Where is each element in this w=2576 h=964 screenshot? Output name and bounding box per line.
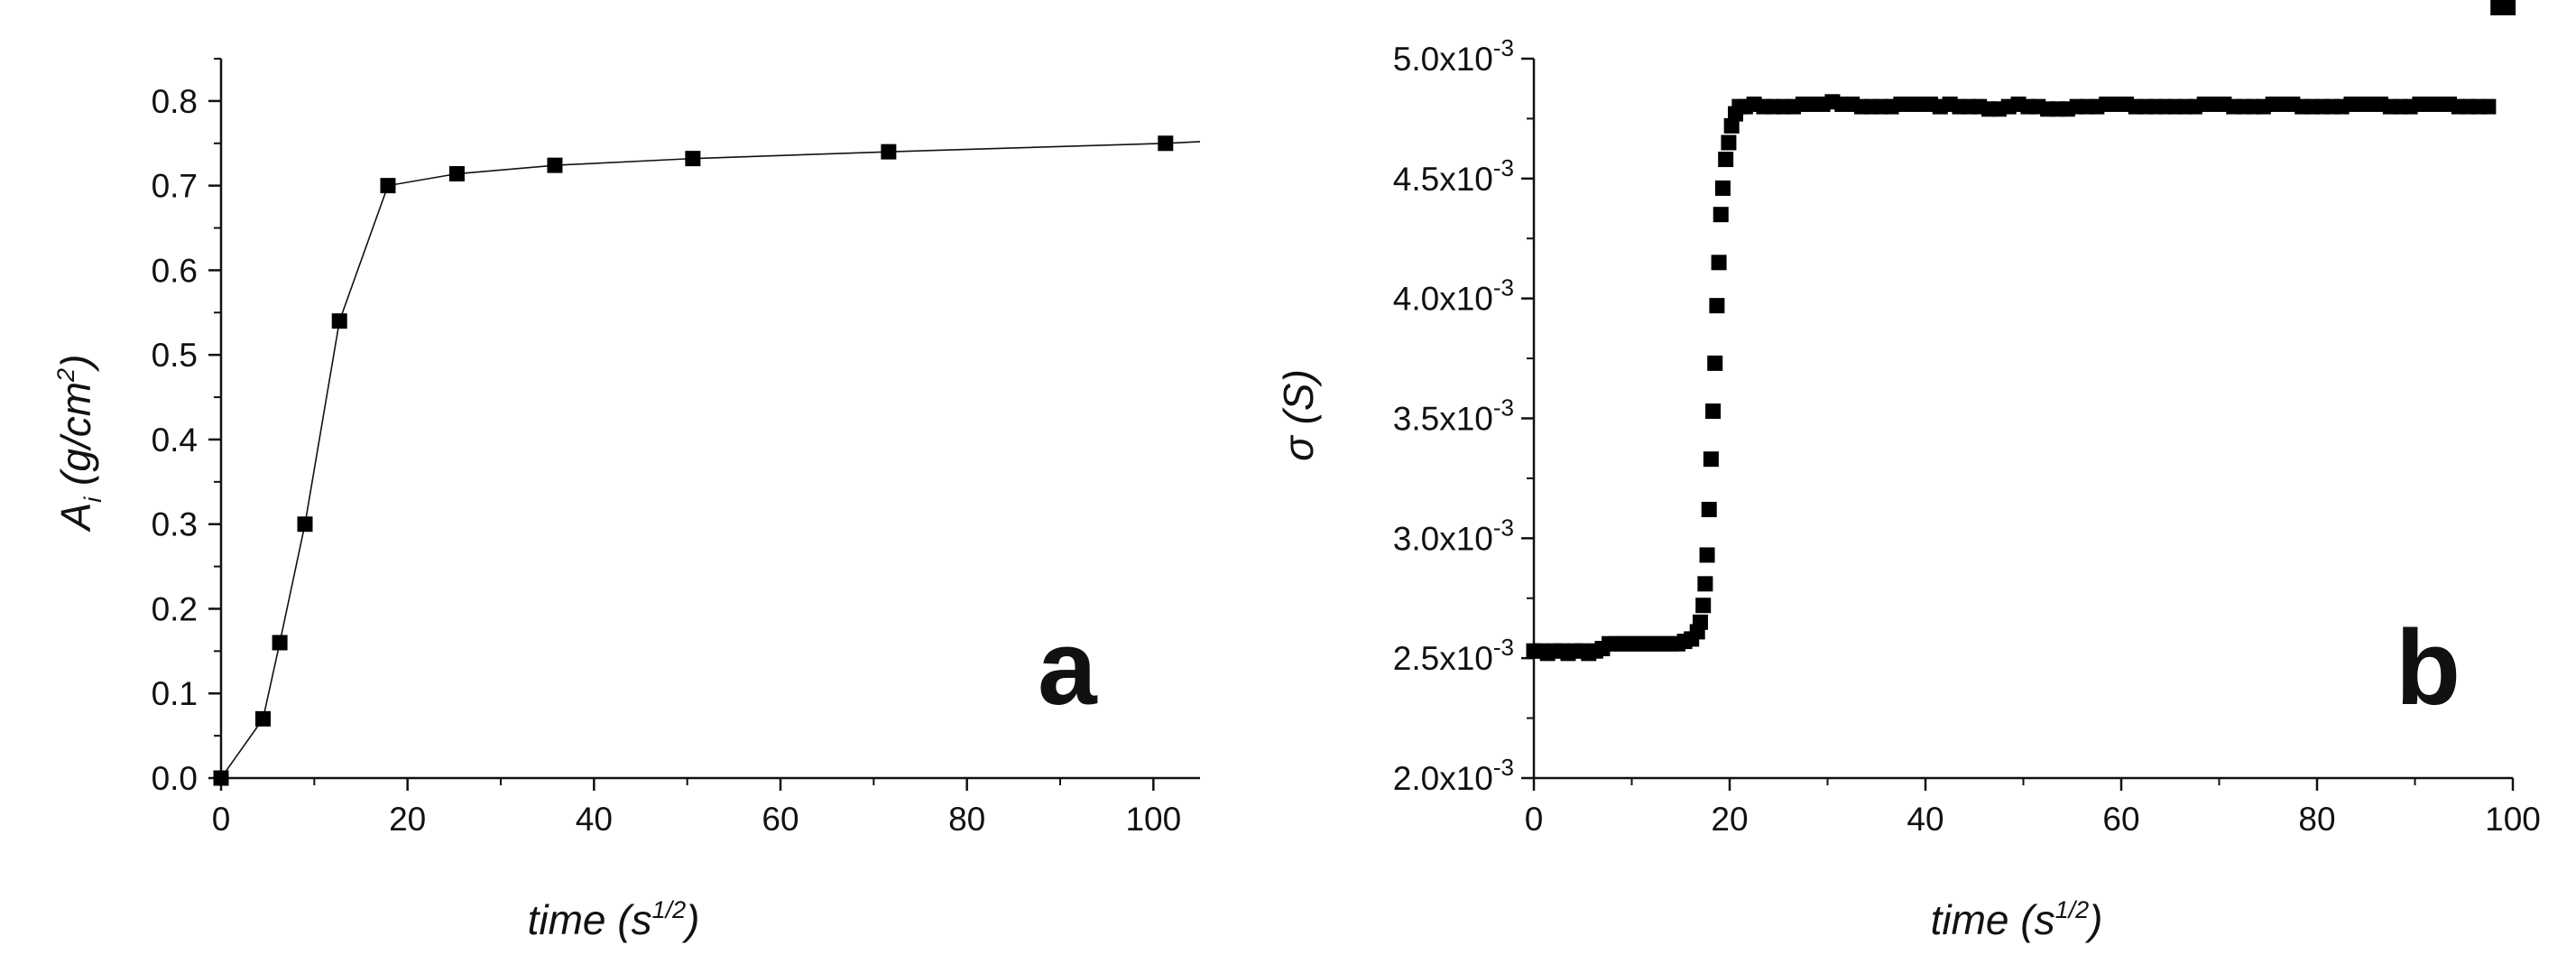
panel-a-y-axis-title: Ai (g/cm2) [52, 355, 106, 533]
panel-a-y-tick-label: 0.1 [152, 675, 198, 712]
panel-b-data-point [1705, 403, 1722, 420]
panel-b-axes [1532, 59, 2513, 780]
panel-b-y-tick-label: 3.0x10-3 [1393, 514, 1514, 557]
panel-b-data-point [1713, 207, 1729, 223]
panel-a-data-point [881, 144, 897, 160]
panel-a-y-tick-label: 0.3 [152, 506, 198, 543]
panel-a-data-point [448, 166, 465, 182]
panel-b-data-point [1718, 152, 1734, 168]
panel-a-letter: a [1038, 608, 1098, 728]
panel-a-ticks [208, 58, 1155, 791]
panel-a-chart: 0 20 40 60 80 1000.00.10.20.30.40.50.60.70.8 … [52, 58, 1201, 943]
panel-b-y-tick-label: 2.0x10-3 [1393, 754, 1514, 797]
panel-b-data-point [1692, 614, 1708, 630]
panel-a-y-tick-label: 0.2 [152, 590, 198, 627]
panel-b-x-tick-label: 0 [1525, 801, 1544, 838]
panel-a-data-point [685, 151, 701, 167]
panel-a-x-axis-title: time (s1/2) [528, 896, 700, 943]
panel-a-data-point [255, 710, 271, 727]
panel-b-data-point [1695, 598, 1712, 614]
panel-b-data-point [2500, 0, 2516, 15]
panel-b-x-tick-label: 100 [2485, 801, 2541, 838]
panel-b-x-tick-label: 20 [1711, 801, 1748, 838]
panel-b-data-point [1697, 576, 1713, 592]
panel-a-x-tick-label: 0 [212, 801, 231, 838]
panel-b-x-axis-title: time (s1/2) [1931, 896, 2103, 943]
panel-b-x-tick-label: 60 [2102, 801, 2139, 838]
panel-a-x-tick-label: 100 [1125, 801, 1181, 838]
panel-a-series-line [220, 141, 1201, 779]
panel-b-letter: b [2396, 608, 2461, 728]
panel-b-data-point [1723, 117, 1740, 134]
panel-a-y-tick-label: 0.5 [152, 337, 198, 374]
panel-a-data-point [547, 157, 563, 173]
panel-a-data-point [213, 770, 229, 786]
panel-b-y-tick-label: 3.5x10-3 [1393, 394, 1514, 438]
panel-a-y-tick-label: 0.4 [152, 422, 198, 459]
panel-b-y-tick-label: 4.0x10-3 [1393, 274, 1514, 318]
panel-b-y-tick-label: 5.0x10-3 [1393, 34, 1514, 78]
panel-b-data-point [2480, 98, 2497, 115]
panel-a-labels: 0 20 40 60 80 100 0.0 0.1 0.2 0.3 0.4 0.5 0.6 0.7 0.8 [152, 83, 1182, 838]
panel-b-y-tick-label: 4.5x10-3 [1393, 154, 1514, 198]
panel-a-data-point [380, 178, 396, 194]
panel-b-data-point [1711, 255, 1727, 271]
panel-b-x-tick-label: 80 [2298, 801, 2335, 838]
panel-a-data-point [297, 516, 313, 533]
panel-a-y-tick-label: 0.8 [152, 83, 198, 120]
panel-a-axes [219, 59, 1200, 780]
panel-a-data-point [331, 313, 347, 329]
panel-b-chart: 0 20 40 60 80 100 2.0x10-3 2.5x10-3 3.0x10-3 3.5x… [1275, 0, 2541, 943]
panel-a-y-tick-label: 0.7 [152, 168, 198, 205]
panel-b-data-point [1701, 501, 1717, 517]
panel-b-labels: 0 20 40 60 80 100 2.0x10-3 2.5x10-3 3.0x10-3 3.5x… [1393, 34, 2541, 838]
panel-a-x-tick-label: 40 [576, 801, 613, 838]
panel-b-y-axis-title: σ (S) [1275, 369, 1322, 461]
panel-a-series [213, 135, 1201, 786]
panel-b-data-point [1714, 180, 1731, 196]
panel-a-y-tick-label: 0.0 [152, 760, 198, 797]
panel-a-data-point [1158, 135, 1174, 152]
panel-b-data-point [1699, 547, 1715, 563]
panel-b-data-point [1709, 298, 1725, 314]
panel-b-ticks [1521, 57, 2515, 791]
panel-a-x-tick-label: 20 [389, 801, 426, 838]
panel-b-x-tick-label: 40 [1907, 801, 1944, 838]
panel-a-data-point [272, 635, 288, 651]
panel-b-y-tick-label: 2.5x10-3 [1393, 634, 1514, 677]
panel-a-x-tick-label: 80 [948, 801, 985, 838]
panel-b-data-point [1721, 134, 1737, 151]
panel-b-data-point [1703, 451, 1719, 468]
panel-a-x-tick-label: 60 [762, 801, 799, 838]
panel-b-series [1526, 0, 2516, 662]
panel-b-data-point [1707, 355, 1723, 371]
panel-a-y-tick-label: 0.6 [152, 252, 198, 289]
